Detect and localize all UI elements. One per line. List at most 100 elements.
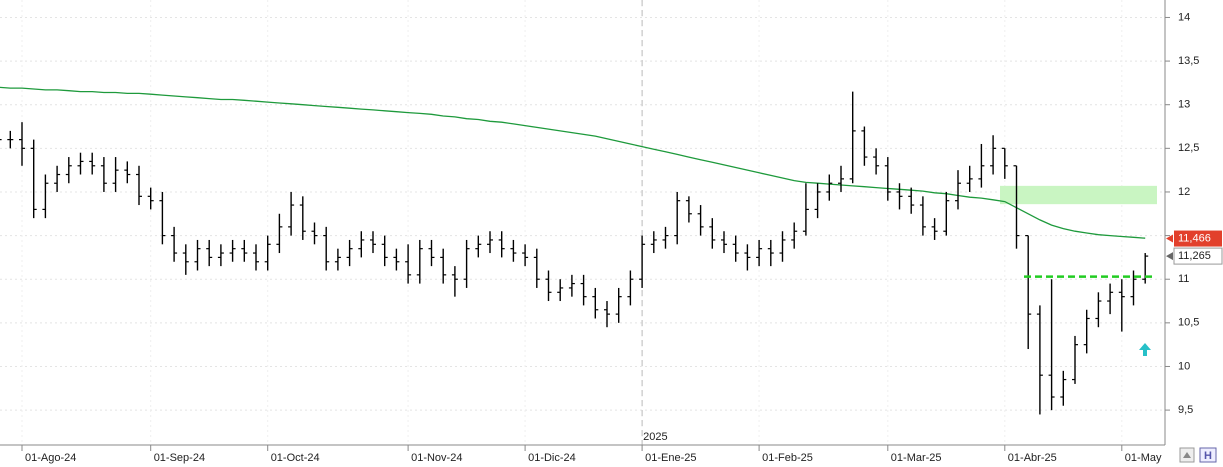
ohlc-bar (697, 205, 704, 236)
ohlc-bar (299, 196, 306, 240)
ohlc-bar (334, 248, 341, 271)
ohlc-bar (510, 239, 517, 262)
moving-average-line (0, 86, 1146, 239)
ohlc-bar (147, 187, 154, 210)
ohlc-bar (1048, 279, 1055, 411)
ohlc-bar (1083, 309, 1090, 354)
ohlc-bar (159, 191, 166, 245)
ohlc-bar (276, 213, 283, 254)
x-tick-label: 01-Ago-24 (25, 452, 76, 464)
ohlc-bar (229, 239, 236, 262)
ohlc-bar (498, 231, 505, 258)
ohlc-bar (884, 157, 891, 201)
ohlc-bar (1072, 335, 1078, 384)
y-tick-label: 12 (1178, 186, 1190, 198)
ohlc-bar (1095, 292, 1102, 328)
ohlc-bar (533, 248, 540, 288)
x-tick-label: 01-Sep-24 (154, 452, 205, 464)
ohlc-bar (931, 218, 938, 240)
ohlc-bar (381, 235, 388, 267)
ohlc-bar (358, 231, 365, 258)
ohlc-bar (217, 244, 224, 267)
price-label-box (1174, 230, 1222, 247)
y-tick-label: 13 (1178, 99, 1190, 111)
ohlc-bar (685, 196, 692, 223)
ohlc-bar (873, 148, 880, 175)
ohlc-bar (323, 226, 330, 271)
ohlc-bar (978, 143, 985, 188)
price-label: 11,265 (1178, 250, 1211, 262)
ohlc-bar (0, 139, 2, 141)
ohlc-bar (393, 248, 400, 271)
ohlc-bar (756, 239, 763, 267)
ohlc-bar (966, 165, 973, 192)
ohlc-bar (990, 135, 997, 175)
ohlc-bar (779, 231, 786, 262)
ohlc-bar (1001, 147, 1008, 179)
ohlc-bar (861, 126, 868, 166)
ohlc-bar (19, 122, 25, 166)
x-tick-label: 01-Dic-24 (528, 452, 576, 464)
ohlc-bar (814, 183, 821, 219)
ohlc-bar (475, 235, 482, 258)
y-tick-label: 14 (1178, 11, 1190, 23)
y-tick-label: 13,5 (1178, 55, 1199, 67)
ohlc-bar (662, 226, 669, 249)
ohlc-bar (346, 239, 353, 267)
ohlc-bar (112, 157, 119, 192)
ohlc-bar (288, 191, 295, 236)
ohlc-bar (838, 165, 844, 192)
ohlc-bar (311, 222, 318, 245)
ohlc-bar (428, 239, 435, 267)
ohlc-bar (1036, 305, 1043, 415)
ohlc-bar (77, 152, 84, 175)
ohlc-bar (1130, 270, 1137, 306)
ohlc-bar (943, 191, 950, 236)
ohlc-bar (627, 270, 634, 306)
ohlc-bar (65, 157, 72, 184)
x-tick-label: 01-Feb-25 (762, 452, 813, 464)
ohlc-bar (919, 196, 926, 236)
up-arrow-marker[interactable] (1139, 343, 1151, 356)
resistance-zone (1000, 185, 1157, 205)
ohlc-bar (451, 266, 458, 297)
x-tick-label: 01-Mar-25 (891, 452, 942, 464)
price-label-pointer (1166, 234, 1173, 243)
ohlc-bar (545, 270, 552, 302)
ohlc-bar (171, 226, 178, 262)
x-tick-label: 01-Ene-25 (645, 452, 696, 464)
ohlc-bar (744, 244, 751, 271)
ohlc-bar (849, 91, 856, 184)
ohlc-bar (592, 287, 599, 319)
ohlc-bar (568, 274, 575, 297)
ohlc-bar (802, 183, 809, 236)
ohlc-bar (1118, 279, 1125, 332)
ohlc-bar (721, 231, 727, 254)
ohlc-bar (580, 274, 587, 306)
ohlc-bar (615, 287, 622, 323)
price-label: 11,466 (1178, 232, 1211, 244)
ohlc-bar (522, 244, 529, 267)
ohlc-bar (100, 157, 107, 192)
toolbar-icon[interactable] (1199, 447, 1217, 463)
ohlc-bar (791, 222, 798, 249)
ohlc-bar (826, 174, 833, 201)
ohlc-bar (1013, 165, 1020, 249)
ohlc-bar (674, 191, 681, 245)
y-tick-label: 9,5 (1178, 404, 1193, 416)
ohlc-bar (42, 174, 49, 219)
ohlc-bar (182, 244, 189, 275)
ohlc-bar (650, 231, 657, 254)
ohlc-bar (955, 170, 961, 210)
ohlc-bar (241, 239, 248, 262)
ohlc-bar (1107, 283, 1114, 315)
ohlc-bar (124, 161, 131, 184)
price-label-box (1173, 247, 1223, 265)
ohlc-bar (30, 139, 37, 219)
ohlc-bar (416, 239, 423, 284)
ohlc-bar (136, 165, 142, 206)
ohlc-bar (405, 244, 412, 284)
ohlc-bar (767, 239, 774, 267)
ohlc-bar (89, 152, 96, 175)
